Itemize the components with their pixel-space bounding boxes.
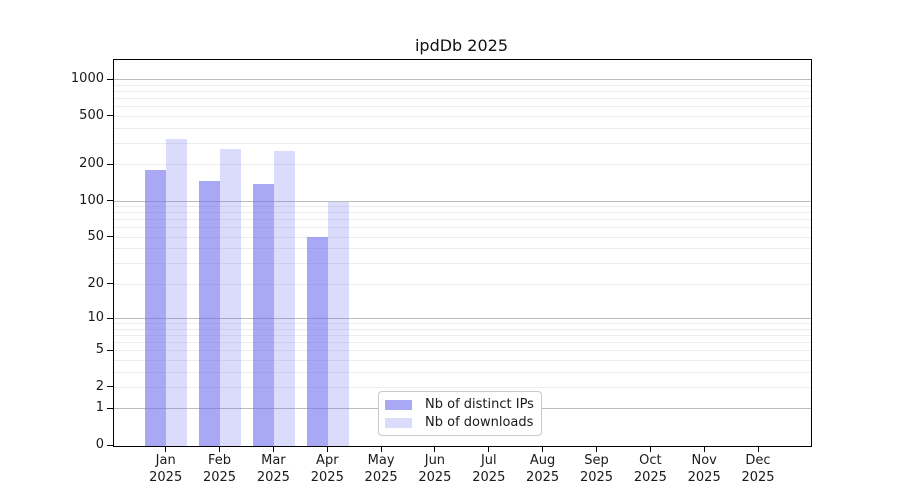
legend-label-distinct-ips: Nb of distinct IPs [425,397,534,412]
x-tick-label-aug: Aug 2025 [526,453,560,485]
x-tick-label-nov: Nov 2025 [687,453,721,485]
x-tick-label-apr: Apr 2025 [310,453,344,485]
minor-gridline-50 [114,236,811,238]
x-tick-label-feb: Feb 2025 [202,453,237,485]
minor-gridline-600 [114,106,811,107]
y-tick-label-1000: 1000 [70,71,104,86]
x-tick-label-sep: Sep 2025 [579,453,614,485]
y-tick-label-100: 100 [79,192,104,208]
chart-title: ipdDb 2025 [414,36,509,55]
x-tick-mark-sep [596,446,597,452]
x-tick-mark-oct [649,446,651,452]
minor-gridline-800 [114,90,811,92]
x-tick-mark-jan [165,446,167,452]
minor-gridline-700 [114,97,811,99]
minor-gridline-20 [114,283,811,285]
minor-gridline-400 [114,127,811,129]
major-gridline-100 [114,200,811,202]
y-tick-mark-1 [107,407,113,409]
legend-row-distinct-ips: Nb of distinct IPs [385,397,537,412]
minor-gridline-90 [114,206,811,207]
minor-gridline-40 [114,248,811,250]
x-tick-mark-jul [488,446,490,452]
bar-distinct-ips-feb [199,180,220,446]
minor-gridline-8 [114,328,811,330]
y-tick-mark-5 [107,349,113,351]
x-tick-label-mar: Mar 2025 [256,453,290,485]
y-tick-label-50: 50 [87,228,104,244]
minor-gridline-80 [114,212,811,214]
x-tick-mark-may [380,446,382,452]
legend-swatch-downloads [385,417,412,428]
y-tick-label-1: 1 [95,400,104,416]
minor-gridline-6 [114,341,811,343]
minor-gridline-4 [114,359,811,361]
x-tick-mark-mar [272,446,274,452]
bar-distinct-ips-jan [145,170,167,446]
x-tick-label-jun: Jun 2025 [418,453,452,485]
minor-gridline-60 [114,227,811,229]
legend-row-downloads: Nb of downloads [385,415,537,430]
y-tick-label-5: 5 [95,342,104,358]
bar-downloads-mar [273,150,295,446]
x-tick-mark-jun [434,446,436,452]
minor-gridline-70 [114,219,811,221]
y-tick-label-20: 20 [87,275,104,291]
x-tick-mark-dec [757,446,759,452]
y-tick-label-200: 200 [79,156,104,172]
minor-gridline-900 [114,84,811,86]
x-tick-label-jul: Jul 2025 [472,453,506,485]
minor-gridline-3 [114,371,811,373]
minor-gridline-5 [114,350,811,352]
y-tick-mark-0 [107,444,113,446]
x-tick-label-oct: Oct 2025 [633,453,667,485]
y-tick-mark-50 [107,236,113,238]
x-tick-mark-aug [542,446,544,452]
x-tick-label-jan: Jan 2025 [149,453,183,485]
legend-swatch-distinct-ips [385,399,412,410]
y-tick-mark-100 [107,200,113,201]
y-tick-label-0: 0 [95,437,104,452]
bar-distinct-ips-mar [252,184,274,446]
minor-gridline-2 [114,386,811,388]
minor-gridline-30 [114,263,811,265]
minor-gridline-7 [114,334,811,336]
plot-area [113,59,812,447]
x-tick-label-dec: Dec 2025 [741,453,775,485]
y-tick-mark-1000 [107,78,113,80]
legend: Nb of distinct IPs Nb of downloads [378,391,542,436]
y-tick-mark-20 [107,283,113,285]
minor-gridline-200 [114,164,811,166]
major-gridline-10 [114,318,811,319]
bar-downloads-jan [166,138,188,446]
y-tick-label-500: 500 [79,107,104,123]
x-tick-mark-nov [703,446,705,452]
minor-gridline-9 [114,323,811,324]
bar-downloads-apr [327,201,349,446]
y-tick-label-10: 10 [87,310,104,325]
y-tick-mark-10 [107,317,113,319]
x-tick-label-may: May 2025 [364,453,398,485]
x-tick-mark-apr [326,446,328,452]
legend-label-downloads: Nb of downloads [425,415,534,430]
bar-downloads-feb [220,149,241,446]
major-gridline-1000 [114,79,811,80]
y-tick-mark-500 [107,115,113,117]
x-tick-mark-feb [219,446,220,452]
y-tick-label-2: 2 [95,378,104,394]
minor-gridline-500 [114,115,811,117]
y-tick-mark-2 [107,386,113,388]
bar-distinct-ips-apr [306,236,328,446]
y-tick-mark-200 [107,163,113,165]
minor-gridline-300 [114,142,811,144]
